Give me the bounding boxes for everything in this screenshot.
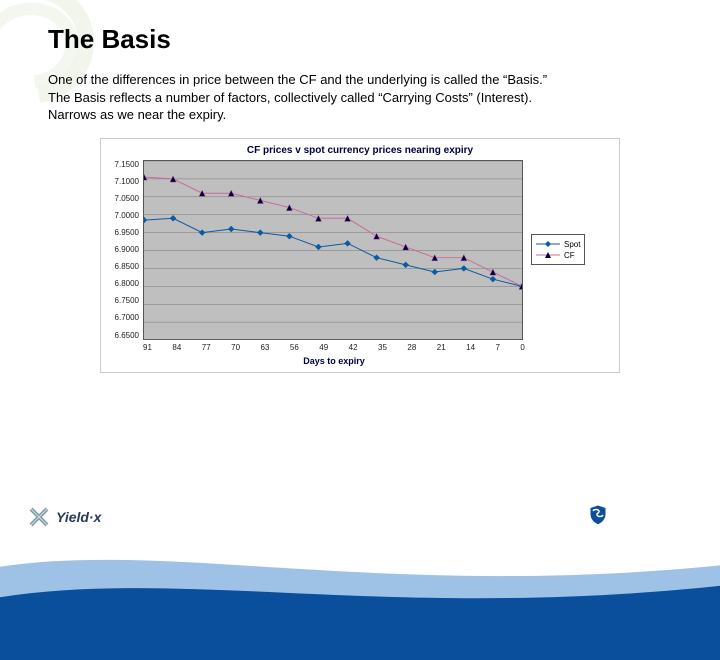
x-tick-label: 35 bbox=[378, 343, 387, 352]
plot-area bbox=[143, 160, 523, 340]
y-tick-label: 6.8500 bbox=[107, 262, 139, 271]
footer-curve bbox=[0, 460, 720, 660]
y-tick-label: 7.1500 bbox=[107, 160, 139, 169]
yieldx-logo-text: Yield·x bbox=[56, 509, 101, 525]
x-tick-label: 7 bbox=[496, 343, 500, 352]
x-axis-labels: 91847770635649423528211470 bbox=[143, 340, 525, 352]
y-tick-label: 6.9000 bbox=[107, 245, 139, 254]
chart-title: CF prices v spot currency prices nearing… bbox=[107, 145, 613, 156]
yieldx-logo-icon bbox=[28, 506, 50, 528]
y-tick-label: 6.7500 bbox=[107, 296, 139, 305]
y-tick-label: 6.6500 bbox=[107, 331, 139, 340]
x-tick-label: 49 bbox=[319, 343, 328, 352]
slide-title: The Basis bbox=[48, 24, 672, 55]
x-tick-label: 91 bbox=[143, 343, 152, 352]
x-tick-label: 21 bbox=[437, 343, 446, 352]
legend-item: CF bbox=[536, 250, 580, 260]
y-tick-label: 7.0500 bbox=[107, 194, 139, 203]
legend: Spot CF bbox=[531, 234, 585, 265]
x-tick-label: 56 bbox=[290, 343, 299, 352]
x-tick-label: 70 bbox=[231, 343, 240, 352]
body-para3: Narrows as we near the expiry. bbox=[48, 107, 226, 122]
legend-item: Spot bbox=[536, 239, 580, 249]
y-tick-label: 7.1000 bbox=[107, 177, 139, 186]
y-tick-label: 6.7000 bbox=[107, 313, 139, 322]
y-axis-labels: 7.1500 7.1000 7.0500 7.0000 6.9500 6.9000 6.85… bbox=[107, 160, 143, 340]
chart-container: CF prices v spot currency prices nearing… bbox=[100, 138, 620, 373]
x-tick-label: 0 bbox=[520, 343, 524, 352]
legend-label: CF bbox=[564, 251, 575, 260]
x-tick-label: 14 bbox=[466, 343, 475, 352]
body-para1: One of the differences in price between … bbox=[48, 72, 547, 87]
x-tick-label: 28 bbox=[407, 343, 416, 352]
x-axis-title: Days to expiry bbox=[143, 356, 525, 366]
x-tick-label: 42 bbox=[349, 343, 358, 352]
y-tick-label: 6.9500 bbox=[107, 228, 139, 237]
x-tick-label: 84 bbox=[172, 343, 181, 352]
y-tick-label: 7.0000 bbox=[107, 211, 139, 220]
x-tick-label: 63 bbox=[261, 343, 270, 352]
slide-number: 13 bbox=[353, 520, 366, 534]
body-para2: The Basis reflects a number of factors, … bbox=[48, 90, 532, 105]
footer-right: Standard bbox=[585, 502, 692, 533]
legend-label: Spot bbox=[564, 240, 580, 249]
y-tick-label: 6.8000 bbox=[107, 279, 139, 288]
standard-logo-text: Standard bbox=[619, 508, 692, 526]
footer-left: Yield·x bbox=[28, 506, 101, 528]
standard-shield-icon bbox=[585, 502, 611, 533]
x-tick-label: 77 bbox=[202, 343, 211, 352]
